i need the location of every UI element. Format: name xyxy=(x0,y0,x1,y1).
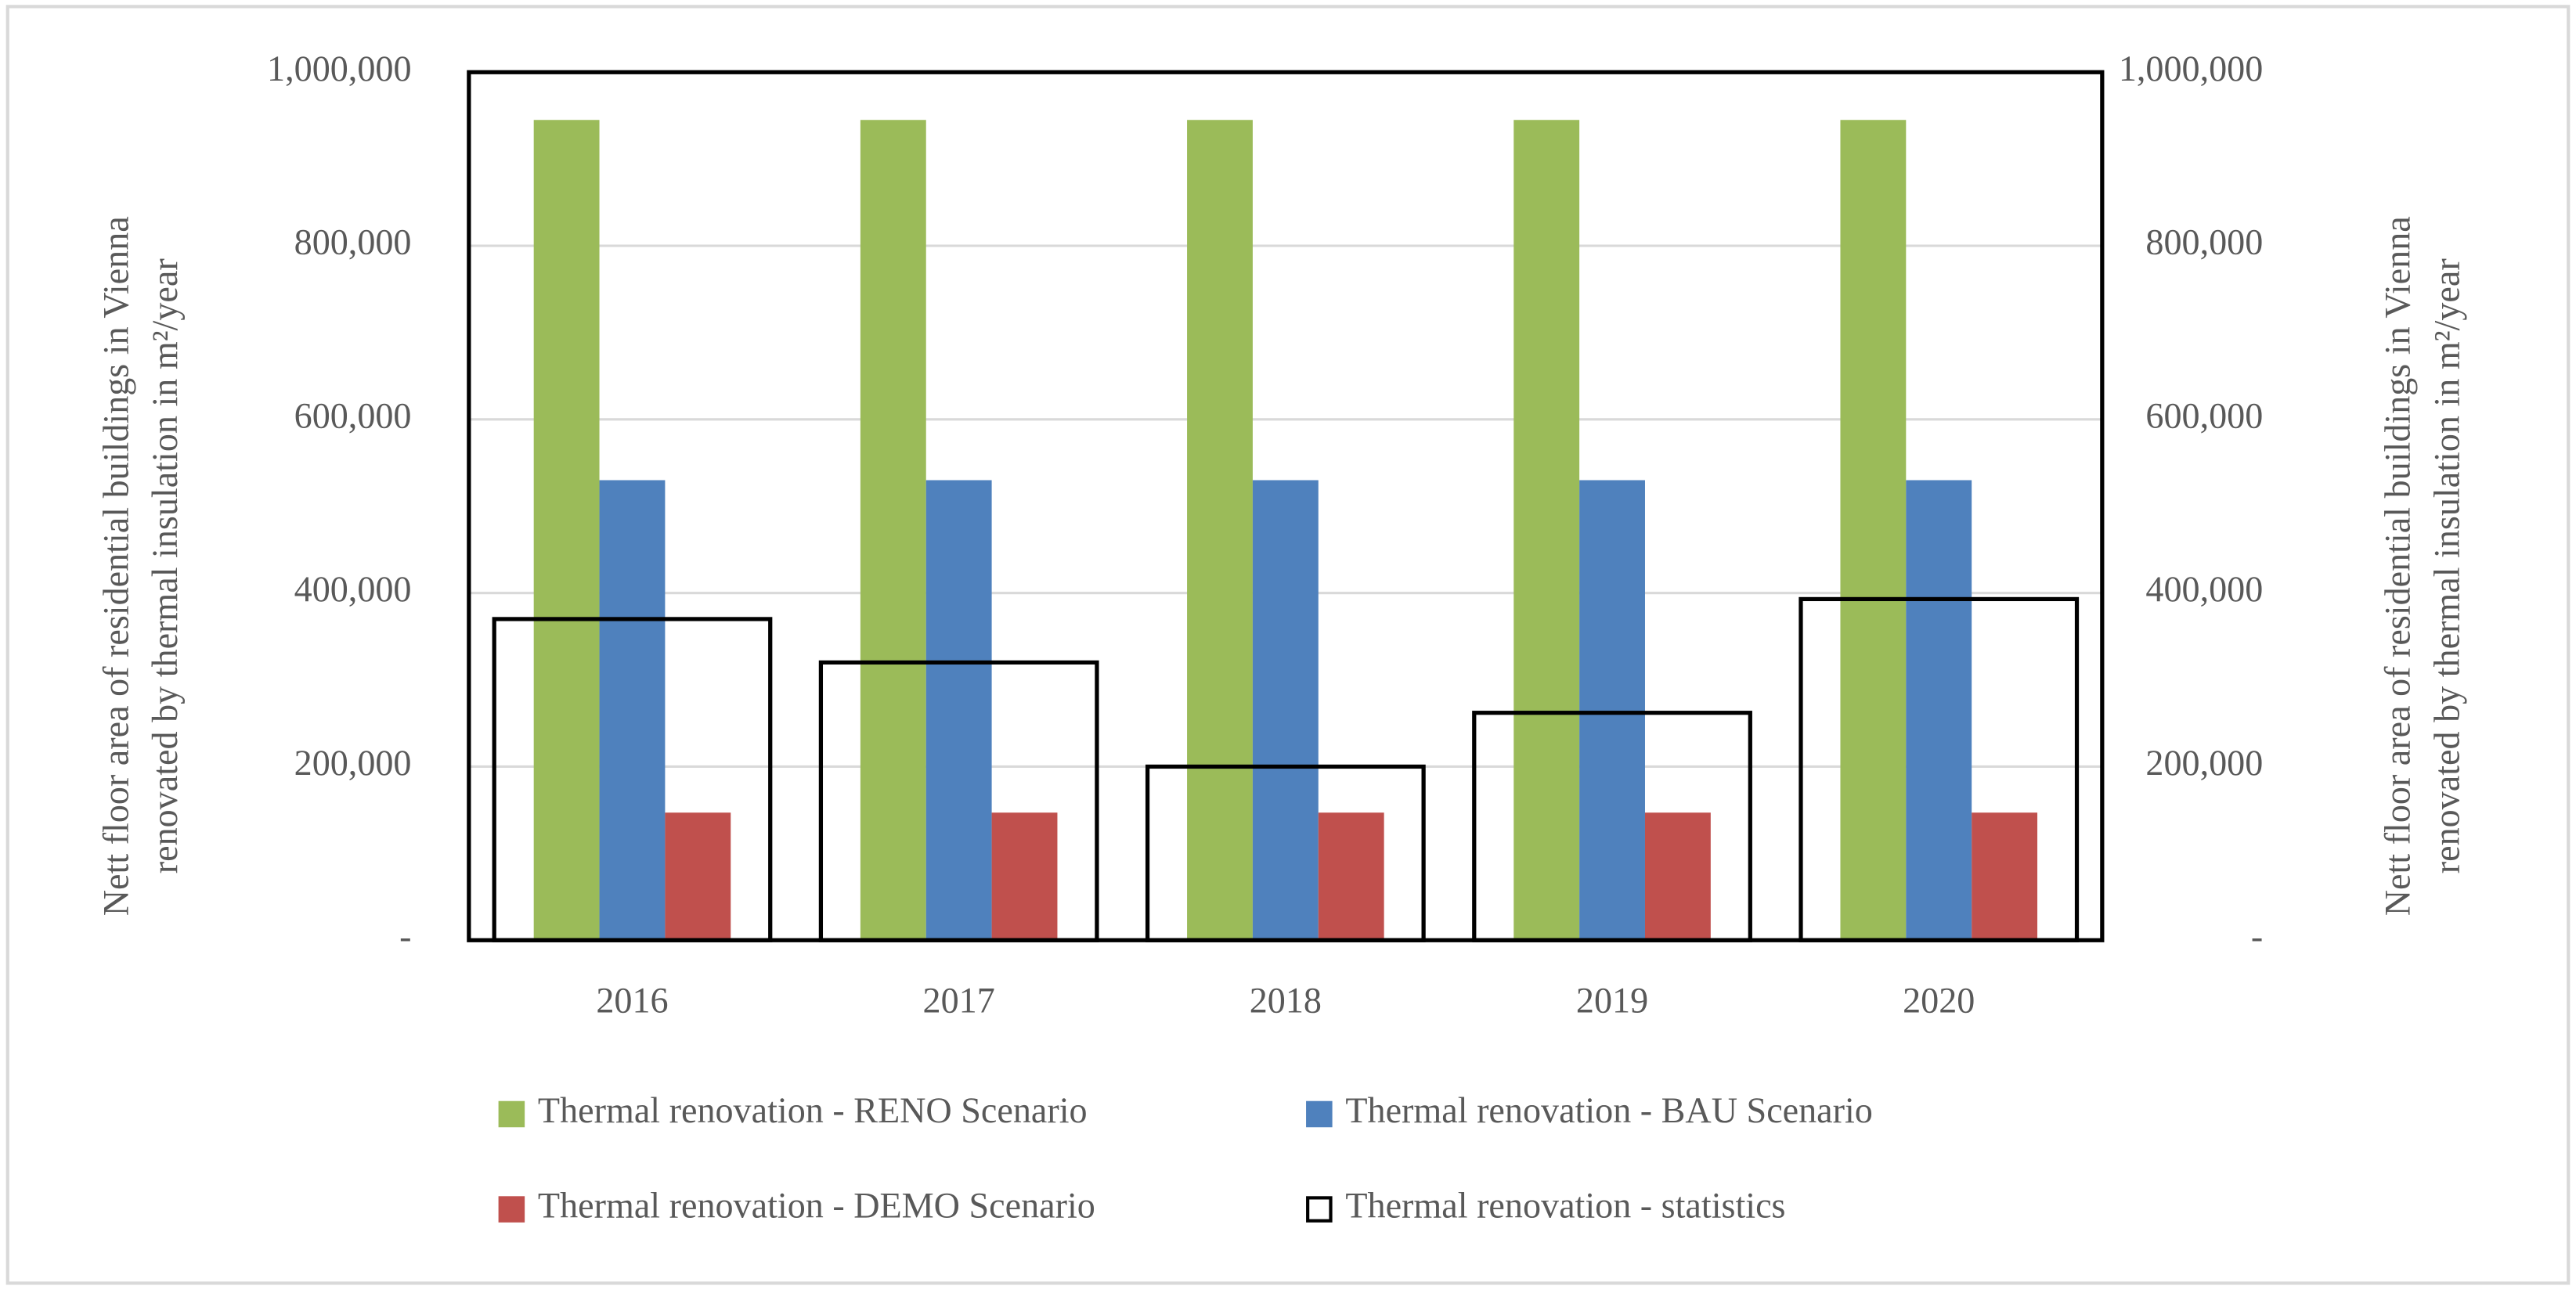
bar xyxy=(665,812,731,941)
y-tick-label: - xyxy=(399,917,411,956)
bar xyxy=(1252,480,1319,941)
bar xyxy=(991,812,1058,941)
legend-swatch xyxy=(1306,1100,1333,1128)
y2-axis-title-line: Nett floor area of residential buildings… xyxy=(2377,216,2417,916)
y-tick-label: 400,000 xyxy=(294,569,412,609)
bar xyxy=(1644,812,1711,941)
y2-tick-label: 400,000 xyxy=(2145,569,2263,609)
bar xyxy=(1906,480,1972,941)
bar xyxy=(860,120,926,941)
legend-label: Thermal renovation - RENO Scenario xyxy=(538,1090,1088,1130)
y-axis-title: Nett floor area of residential buildings… xyxy=(96,216,185,916)
legend-label: Thermal renovation - BAU Scenario xyxy=(1345,1090,1872,1130)
bar xyxy=(1840,120,1907,941)
x-tick-label: 2020 xyxy=(1903,981,1975,1021)
bar xyxy=(1972,812,2038,941)
y2-tick-label: 800,000 xyxy=(2145,222,2263,262)
legend-swatch xyxy=(498,1100,525,1128)
legend-label: Thermal renovation - statistics xyxy=(1345,1186,1785,1226)
y2-tick-label: - xyxy=(2251,917,2263,956)
legend-label: Thermal renovation - DEMO Scenario xyxy=(538,1186,1095,1226)
y2-tick-label: 600,000 xyxy=(2145,395,2263,435)
x-tick-label: 2017 xyxy=(923,981,995,1021)
bar xyxy=(533,120,600,941)
y-tick-label: 1,000,000 xyxy=(267,49,411,88)
bar xyxy=(1318,812,1384,941)
y-axis-title-line: renovated by thermal insulation in m²/ye… xyxy=(145,258,185,873)
y-axis-title-line: Nett floor area of residential buildings… xyxy=(96,216,135,916)
y-tick-label: 600,000 xyxy=(294,395,412,435)
y2-axis-title-line: renovated by thermal insulation in m²/ye… xyxy=(2426,258,2466,873)
bar xyxy=(925,480,992,941)
y2-tick-label: 1,000,000 xyxy=(2119,49,2263,88)
legend-swatch xyxy=(498,1196,525,1223)
y2-tick-label: 200,000 xyxy=(2145,743,2263,783)
x-tick-label: 2018 xyxy=(1250,981,1322,1021)
bar xyxy=(1513,120,1580,941)
bar xyxy=(599,480,666,941)
y-tick-label: 200,000 xyxy=(294,743,412,783)
bar xyxy=(1187,120,1253,941)
x-tick-label: 2016 xyxy=(596,981,668,1021)
x-tick-label: 2019 xyxy=(1576,981,1648,1021)
y-tick-label: 800,000 xyxy=(294,222,412,262)
legend-swatch xyxy=(1306,1196,1333,1223)
plot-frame xyxy=(467,70,2105,942)
y2-axis-title: Nett floor area of residential buildings… xyxy=(2377,216,2466,916)
bar xyxy=(1579,480,1645,941)
